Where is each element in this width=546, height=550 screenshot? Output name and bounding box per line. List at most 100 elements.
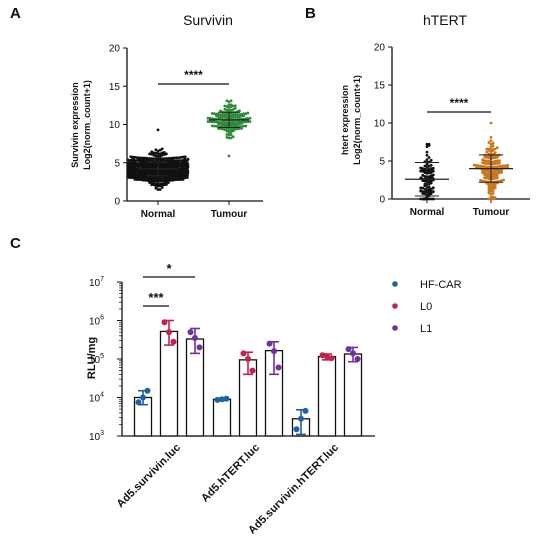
data-point xyxy=(179,176,183,180)
data-point xyxy=(179,155,183,159)
data-point xyxy=(431,186,435,190)
data-point xyxy=(187,329,194,336)
data-point xyxy=(175,159,179,163)
data-point xyxy=(154,151,158,155)
data-point xyxy=(419,186,423,190)
y-tick-label: 15 xyxy=(109,82,121,93)
data-point xyxy=(242,112,246,116)
data-point xyxy=(171,176,175,180)
data-point xyxy=(493,172,497,176)
data-point xyxy=(154,148,158,152)
data-point xyxy=(427,192,431,196)
data-point xyxy=(431,173,435,177)
data-point xyxy=(427,164,431,168)
data-point xyxy=(215,120,218,124)
data-point xyxy=(242,114,246,118)
data-point xyxy=(498,161,501,165)
data-point xyxy=(246,120,250,124)
data-point xyxy=(487,197,491,201)
data-point xyxy=(491,173,495,176)
data-point xyxy=(419,189,423,193)
y-tick-label: 15 xyxy=(374,81,386,92)
data-point xyxy=(225,135,229,139)
data-point xyxy=(275,364,282,371)
data-point xyxy=(148,152,152,156)
data-point xyxy=(495,174,499,178)
significance-label-htert: **** xyxy=(450,96,469,110)
data-point xyxy=(231,121,235,125)
data-point xyxy=(425,196,429,199)
data-point xyxy=(233,113,237,117)
data-point xyxy=(238,109,241,113)
data-point xyxy=(498,171,501,175)
data-point xyxy=(244,112,248,116)
data-point xyxy=(495,146,499,150)
data-point xyxy=(425,142,429,146)
data-point xyxy=(244,124,248,128)
data-point xyxy=(491,177,495,181)
data-point xyxy=(491,197,495,201)
significance-label-survivin: **** xyxy=(184,68,203,82)
legend-marker xyxy=(392,303,398,309)
data-point xyxy=(183,176,187,179)
y-tick-label: 105 xyxy=(89,353,104,366)
data-point xyxy=(293,426,300,433)
data-point xyxy=(233,127,237,131)
y-axis-label-survivin-line1: Survivin expression xyxy=(70,82,80,168)
data-point xyxy=(221,115,225,119)
data-point xyxy=(489,142,493,146)
data-point xyxy=(491,187,495,191)
data-point xyxy=(223,104,227,108)
x-tick-label: Ad5.survivin.luc xyxy=(115,442,184,511)
data-point xyxy=(485,165,489,169)
data-point xyxy=(491,165,495,169)
y-axis-label-rlu: RLU/mg xyxy=(86,337,98,379)
data-point xyxy=(485,147,489,151)
data-point xyxy=(483,171,487,175)
data-point xyxy=(150,179,154,183)
data-point xyxy=(423,167,427,171)
chart-htert: hTERT htert expression Log2(norm_count+1… xyxy=(340,12,530,218)
data-point xyxy=(208,120,212,123)
data-point xyxy=(229,128,233,132)
data-point xyxy=(495,176,499,180)
legend-label: L1 xyxy=(420,323,432,335)
data-point xyxy=(161,319,168,326)
data-point xyxy=(495,159,499,163)
data-point xyxy=(233,121,237,125)
data-point xyxy=(179,159,183,162)
data-point xyxy=(423,190,427,194)
data-point xyxy=(427,197,431,201)
data-point xyxy=(177,159,181,162)
data-point xyxy=(219,115,223,119)
data-point xyxy=(319,352,326,359)
data-point xyxy=(148,157,152,160)
data-point xyxy=(173,176,177,180)
data-point xyxy=(229,136,233,140)
data-point xyxy=(167,156,170,160)
data-point xyxy=(150,157,154,160)
chart-title-htert: hTERT xyxy=(423,12,468,28)
data-point xyxy=(133,155,137,159)
data-point xyxy=(210,111,214,115)
data-point xyxy=(158,152,162,156)
data-point xyxy=(225,116,229,120)
data-point xyxy=(493,184,497,188)
data-point xyxy=(489,135,493,139)
x-tick-label: Normal xyxy=(141,209,176,220)
data-point xyxy=(487,186,491,190)
data-point xyxy=(483,155,487,159)
data-point xyxy=(212,112,216,116)
significance-label: * xyxy=(166,261,172,276)
data-point xyxy=(231,104,235,108)
data-point xyxy=(156,154,160,158)
dots-survivin xyxy=(126,99,252,191)
data-point xyxy=(491,144,495,148)
data-point xyxy=(493,147,497,151)
data-point xyxy=(421,186,425,190)
data-point xyxy=(177,156,181,160)
data-point xyxy=(495,165,499,169)
data-point xyxy=(229,103,233,107)
data-point xyxy=(156,157,160,161)
